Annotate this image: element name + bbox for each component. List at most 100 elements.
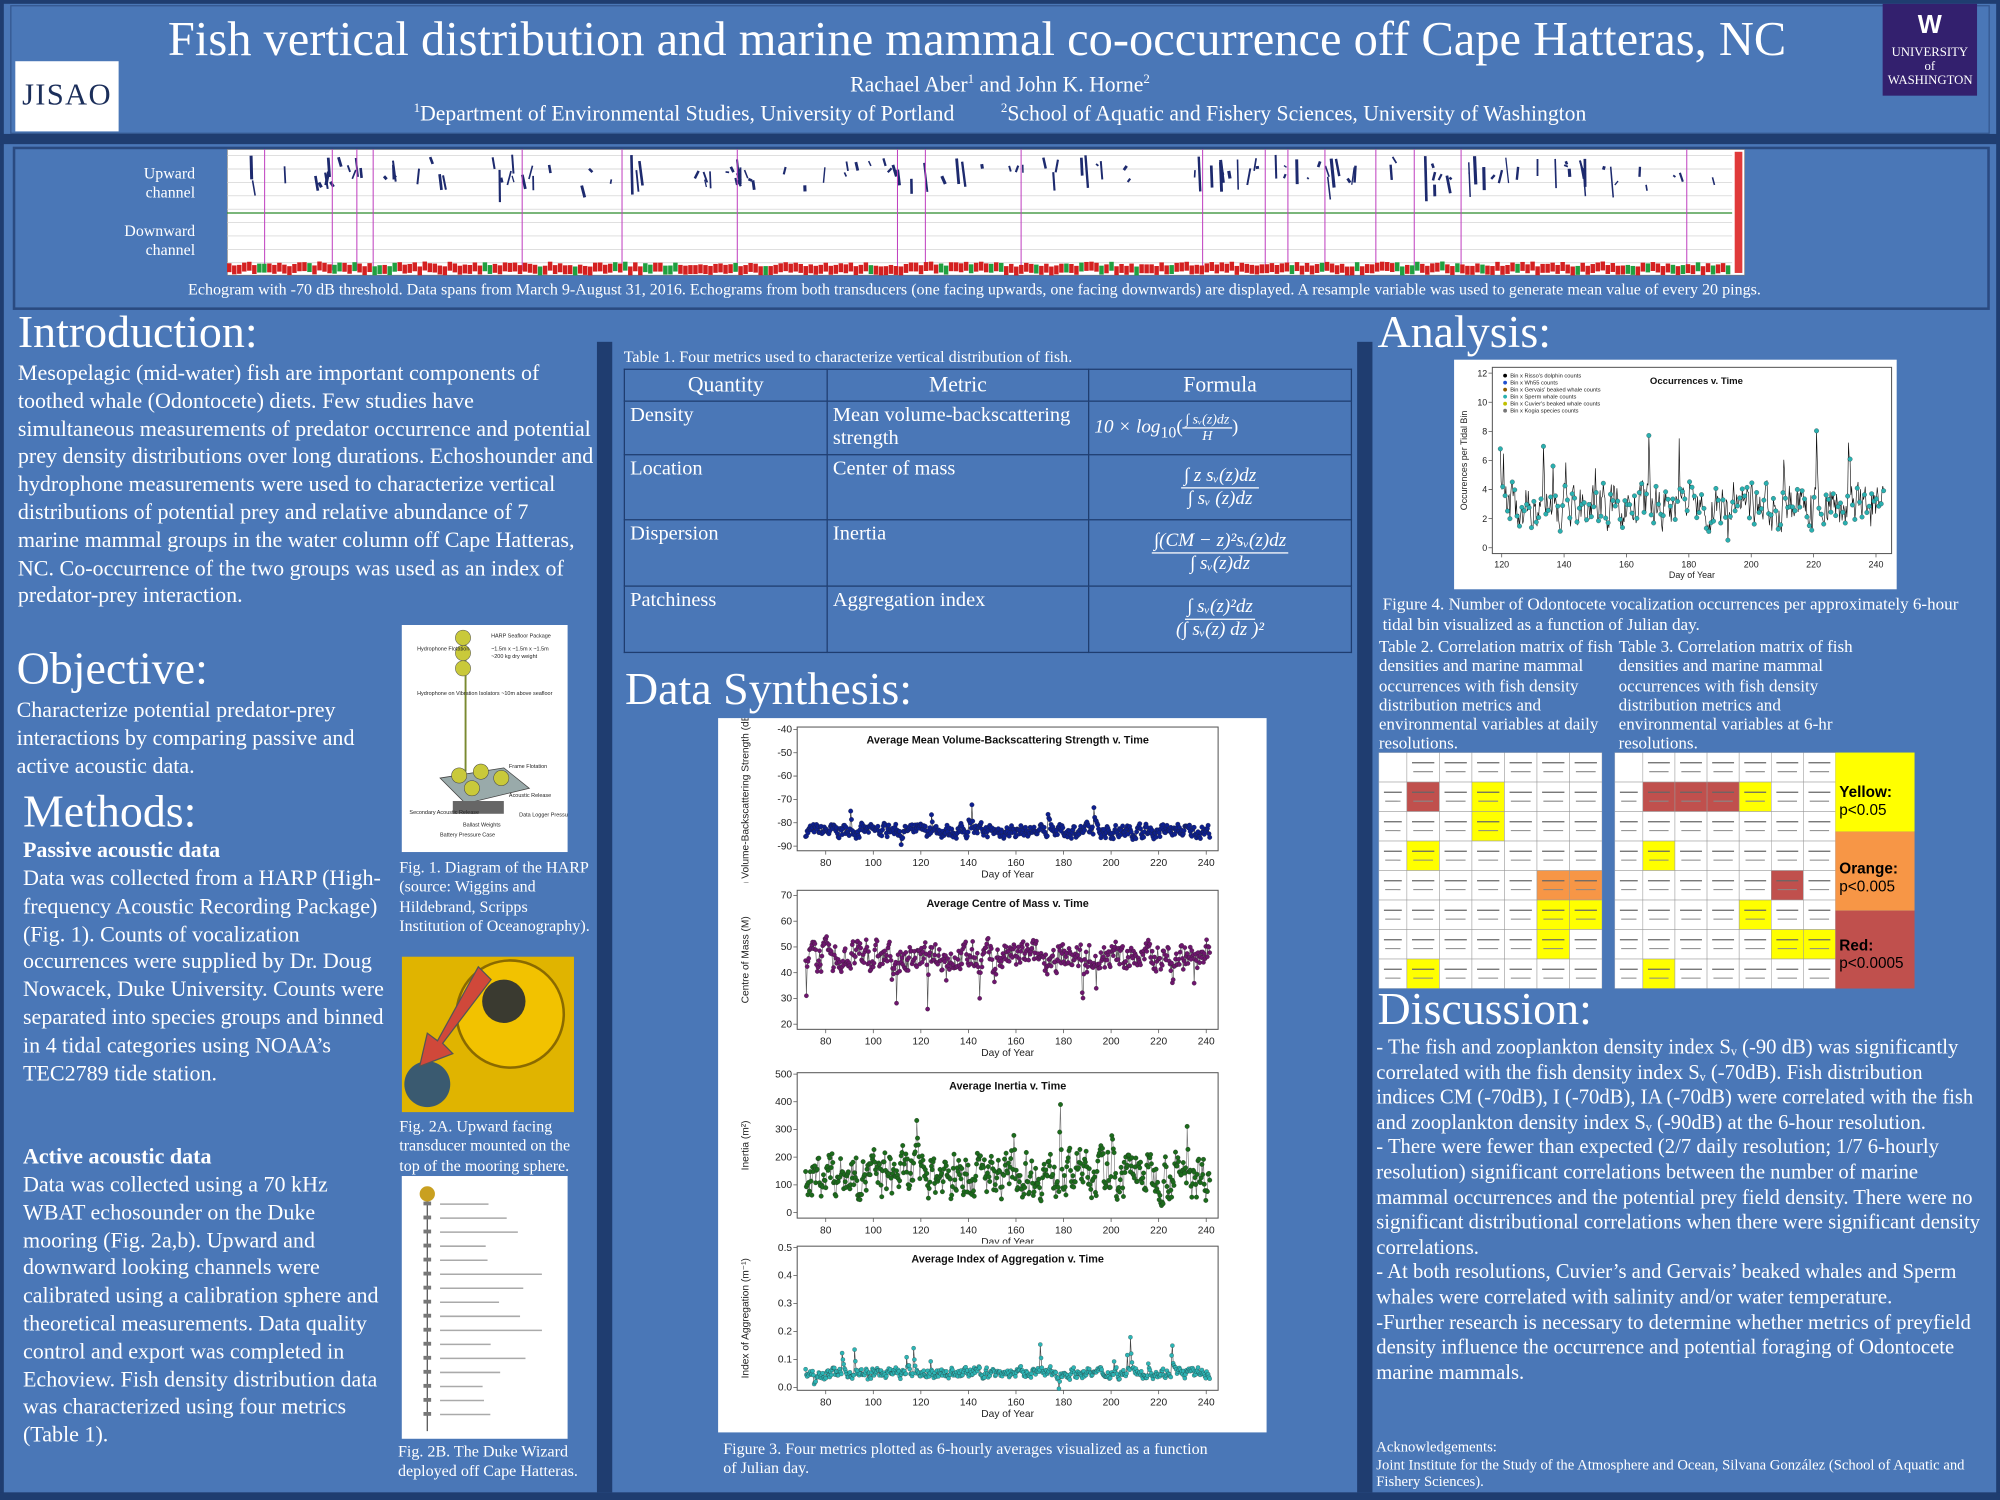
echogram-bottom xyxy=(633,262,638,272)
trace-dot xyxy=(1770,496,1776,501)
formula-paren: ( xyxy=(1176,417,1183,438)
echogram-bottom xyxy=(763,266,768,276)
echogram-bottom xyxy=(1144,264,1149,274)
trace-dot xyxy=(981,1157,987,1163)
frame-float xyxy=(493,770,510,786)
echogram-bottom xyxy=(1570,266,1575,276)
echogram-scale xyxy=(1734,151,1743,273)
matrix-cell xyxy=(1504,929,1538,960)
matrix-cell xyxy=(1536,929,1570,960)
y-tick-label: 100 xyxy=(775,1180,792,1191)
trace-dot xyxy=(1082,1159,1088,1165)
echogram-bottom xyxy=(1009,263,1014,273)
table-row: Location Center of mass ∫ z sᵥ(z)dz ∫ sᵥ (z… xyxy=(623,454,1353,521)
echogram-bottom xyxy=(1470,265,1475,275)
trace-dot xyxy=(894,1000,899,1006)
echogram-bottom xyxy=(1254,265,1260,275)
plot: -40 -50 -60 -70 -80 -90 80 100 120 140 160 180 200 22… xyxy=(741,718,1219,883)
trace-dot xyxy=(1146,1361,1151,1366)
matrix-cell xyxy=(1406,781,1440,812)
y-tick-label: 400 xyxy=(775,1097,792,1108)
plot-title: Average Index of Aggregation v. Time xyxy=(911,1254,1104,1266)
echogram-bottom xyxy=(1660,266,1666,275)
trace-dot xyxy=(1108,1375,1113,1381)
trace-dot xyxy=(929,812,934,818)
echogram-bottom xyxy=(1329,263,1335,273)
trace-dot xyxy=(1100,1145,1105,1151)
x-axis-label: Day of Year xyxy=(981,870,1034,881)
trace-dot xyxy=(1718,520,1724,526)
y-tick-label: 0.5 xyxy=(778,1244,792,1254)
trace-dot xyxy=(863,937,869,943)
trace-dot xyxy=(1006,959,1012,964)
trace-dot xyxy=(963,1157,969,1163)
trace-dot xyxy=(901,1161,907,1167)
trace-dot xyxy=(886,822,892,828)
echogram-bottom xyxy=(447,261,453,271)
echogram-bottom xyxy=(618,263,623,273)
trace-dot xyxy=(922,940,928,945)
x-tick-label: 80 xyxy=(820,1225,832,1236)
trace-dot xyxy=(887,939,892,945)
echogram-bottom xyxy=(1420,263,1425,273)
trace-dot xyxy=(1173,951,1179,957)
trace-dot xyxy=(1818,511,1824,517)
trace-dot xyxy=(1526,505,1532,511)
echogram-bottom xyxy=(372,266,377,276)
matrix-cell xyxy=(1771,929,1804,960)
trace-dot xyxy=(1057,948,1063,953)
trace-dot xyxy=(1133,1155,1139,1161)
trace-dot xyxy=(1207,1177,1213,1183)
trace-dot xyxy=(1207,834,1213,840)
figure-caption: Figure 3. Four metrics plotted as 6-hour… xyxy=(723,1440,1208,1478)
channel-label: Downward channel xyxy=(124,221,196,259)
echogram-bottom xyxy=(1074,265,1079,275)
echogram-bottom xyxy=(557,263,563,273)
trace-dot xyxy=(1517,523,1522,529)
trace-dot xyxy=(1164,953,1170,959)
trace-dot xyxy=(1013,962,1019,967)
mooring-component xyxy=(423,1243,432,1248)
trace-dot xyxy=(852,1347,857,1352)
trace-dot xyxy=(965,829,971,835)
matrix-cell xyxy=(1771,811,1804,842)
trace-dot xyxy=(1035,1180,1041,1186)
trace-dot xyxy=(818,969,824,974)
trace-dot xyxy=(1113,822,1119,828)
trace-dot xyxy=(848,966,853,971)
section-heading: Discussion: xyxy=(1377,983,1592,1035)
trace-dot xyxy=(1180,1160,1186,1165)
echogram-bottom xyxy=(1244,263,1250,273)
trace-dot xyxy=(853,947,859,953)
echogram-bottom xyxy=(703,265,708,275)
trace-dot xyxy=(1018,1364,1024,1369)
trace-dot xyxy=(1181,828,1187,834)
trace-dot xyxy=(1095,822,1101,828)
trace-dot xyxy=(1120,1185,1126,1191)
trace-dot xyxy=(1524,501,1530,507)
matrix-cell xyxy=(1738,752,1772,783)
fraction: ∫ z sᵥ(z)dz ∫ sᵥ (z)dz xyxy=(1181,465,1259,510)
x-axis-label: Day of Year xyxy=(981,1409,1034,1420)
trace-dot xyxy=(1168,1374,1174,1380)
trace-dot xyxy=(1029,946,1035,951)
diagram-label: ~1.5m x ~1.5m x ~1.5m xyxy=(491,647,549,653)
echogram-bottom xyxy=(307,263,312,273)
plot-title: Average Centre of Mass v. Time xyxy=(927,898,1089,910)
column-header: Formula xyxy=(1088,368,1353,402)
trace-dot xyxy=(943,978,949,983)
trace-dot xyxy=(1107,964,1113,970)
matrix-cell xyxy=(1803,752,1836,783)
trace-dot xyxy=(867,1172,873,1178)
trace-dot xyxy=(972,1177,978,1183)
echogram-bottom xyxy=(1410,265,1415,275)
trace-dot xyxy=(1147,941,1153,947)
echogram-bottom xyxy=(1615,265,1621,275)
echogram-echo xyxy=(520,174,527,190)
echogram-bottom xyxy=(1334,265,1340,275)
echogram-bottom xyxy=(1164,265,1169,275)
trace-dot xyxy=(884,1186,889,1192)
echogram-echo xyxy=(314,175,320,191)
trace-dot xyxy=(1102,965,1108,970)
echogram-bottom xyxy=(1204,263,1209,273)
